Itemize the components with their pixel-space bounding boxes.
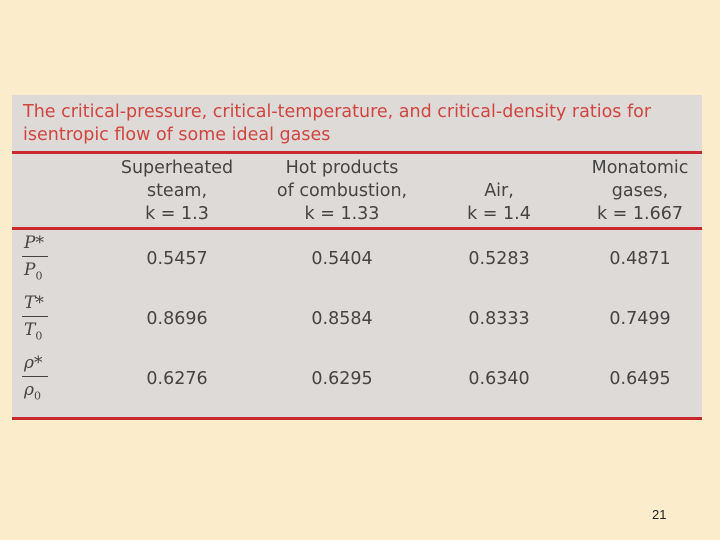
cell: 0.6295 [311, 369, 373, 389]
header-line: Monatomic [591, 158, 689, 178]
label-numerator: T* [22, 293, 48, 317]
label-subscript: 0 [35, 269, 43, 283]
cell: 0.6276 [146, 369, 208, 389]
table-caption: The critical-pressure, critical-temperat… [23, 102, 652, 145]
cell: 0.4871 [609, 249, 671, 269]
label-subscript: 0 [34, 389, 41, 403]
header-line: k = 1.3 [145, 204, 209, 224]
row-label: ρ* ρ0 [22, 353, 52, 402]
column-header: Superheated steam, k = 1.3 [92, 157, 262, 226]
label-subscript: 0 [35, 329, 43, 343]
row-label: T* T0 [22, 293, 52, 342]
header-line: k = 1.4 [467, 204, 531, 224]
label-symbol: P [24, 260, 36, 280]
column-header: Hot products of combustion, k = 1.33 [257, 157, 427, 226]
header-line: k = 1.667 [596, 204, 684, 224]
label-denominator: P0 [22, 257, 52, 282]
header-line: Superheated [120, 158, 234, 178]
cell: 0.8584 [311, 309, 373, 329]
column-header: Monatomic gases, k = 1.667 [555, 157, 720, 226]
cell: 0.8333 [468, 309, 530, 329]
cell: 0.8696 [146, 309, 208, 329]
header-line: k = 1.33 [304, 204, 380, 224]
header-line: steam, [146, 181, 208, 201]
rule [12, 417, 702, 420]
table-panel: The critical-pressure, critical-temperat… [12, 95, 702, 420]
label-symbol: T [24, 320, 36, 340]
cell: 0.5283 [468, 249, 530, 269]
label-denominator: ρ0 [22, 377, 52, 402]
row-label: P* P0 [22, 233, 52, 282]
header-line: Hot products [285, 158, 399, 178]
header-line: gases, [611, 181, 669, 201]
rule [12, 151, 702, 154]
cell: 0.6495 [609, 369, 671, 389]
page-number: 21 [652, 507, 667, 522]
cell: 0.5404 [311, 249, 373, 269]
label-denominator: T0 [22, 317, 52, 342]
label-symbol: ρ [24, 380, 34, 400]
header-line: of combustion, [276, 181, 408, 201]
column-header: Air, k = 1.4 [414, 180, 584, 226]
label-numerator: P* [22, 233, 48, 257]
rule [12, 227, 702, 230]
header-line: Air, [484, 181, 514, 201]
label-numerator: ρ* [22, 353, 48, 377]
cell: 0.7499 [609, 309, 671, 329]
cell: 0.5457 [146, 249, 208, 269]
cell: 0.6340 [468, 369, 530, 389]
